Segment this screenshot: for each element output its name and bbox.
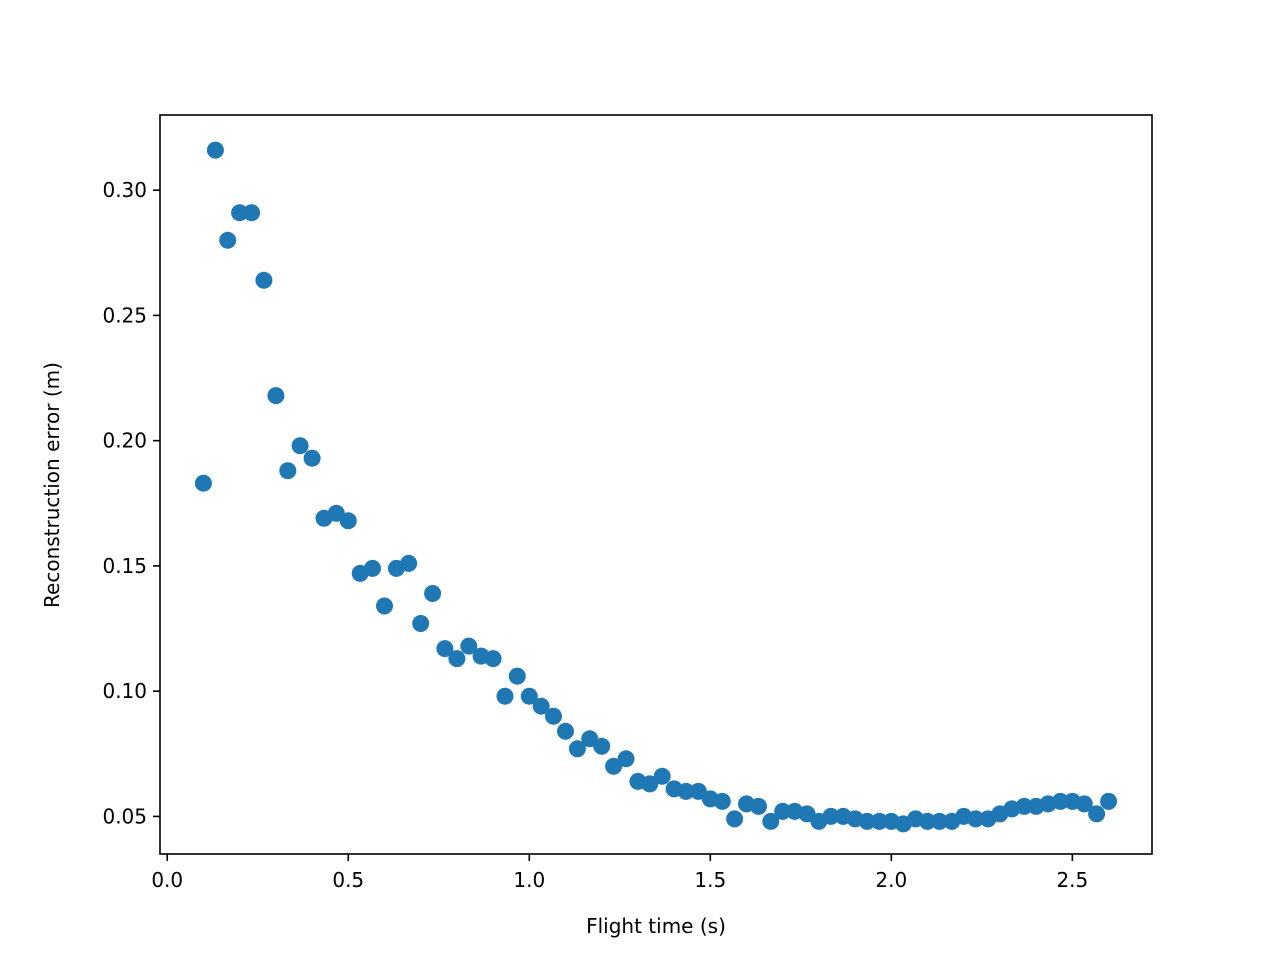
data-point	[219, 231, 237, 249]
data-point	[750, 797, 767, 815]
data-point	[424, 585, 442, 602]
x-tick-label: 0.5	[332, 868, 364, 892]
data-point	[267, 387, 285, 405]
data-point	[1100, 792, 1118, 810]
data-point	[448, 650, 466, 668]
x-tick-label: 1.5	[694, 868, 726, 892]
data-point	[605, 757, 623, 775]
data-point	[677, 782, 695, 800]
data-point	[1051, 792, 1069, 810]
y-tick-label: 0.20	[102, 429, 147, 453]
data-point	[400, 554, 418, 572]
data-point	[303, 449, 321, 467]
data-point	[520, 687, 538, 705]
data-point	[532, 697, 550, 715]
data-point	[1075, 795, 1093, 813]
y-tick-label: 0.10	[102, 679, 147, 703]
y-tick-label: 0.30	[102, 178, 147, 202]
data-point	[653, 767, 671, 785]
data-point	[243, 204, 261, 222]
data-point	[617, 750, 635, 768]
data-point	[1088, 805, 1106, 823]
data-point	[231, 204, 249, 222]
data-point	[931, 812, 948, 830]
data-point	[1015, 797, 1033, 815]
data-point	[713, 792, 731, 810]
data-point	[206, 141, 224, 159]
data-point	[364, 559, 381, 577]
data-point	[919, 812, 936, 830]
x-tick-label: 0.0	[151, 868, 183, 892]
y-axis-ticks: 0.05 0.10 0.15 0.20 0.25 0.30	[102, 178, 160, 828]
data-point	[436, 640, 454, 658]
data-point	[762, 812, 780, 830]
data-point	[279, 462, 297, 480]
data-point	[557, 722, 574, 740]
data-point	[726, 810, 744, 828]
y-tick-label: 0.15	[102, 554, 147, 578]
data-point	[460, 637, 478, 655]
data-points	[194, 141, 1118, 833]
x-tick-label: 2.0	[875, 868, 907, 892]
data-point	[291, 437, 309, 455]
x-tick-label: 2.5	[1056, 868, 1088, 892]
data-point	[967, 810, 985, 828]
data-point	[641, 775, 659, 793]
y-tick-label: 0.25	[102, 303, 147, 327]
data-point	[496, 687, 514, 705]
data-point	[255, 271, 273, 289]
y-tick-label: 0.05	[102, 804, 147, 828]
data-point	[339, 512, 357, 530]
data-point	[568, 740, 586, 758]
data-point	[822, 807, 840, 825]
data-point	[484, 650, 502, 668]
data-point	[412, 615, 430, 632]
data-point	[870, 812, 888, 830]
x-tick-label: 1.0	[513, 868, 545, 892]
y-axis-label: Reconstruction error (m)	[40, 362, 64, 608]
data-point	[858, 812, 876, 830]
data-point	[593, 737, 611, 755]
x-axis-ticks: 0.0 0.5 1.0 1.5 2.0 2.5	[151, 854, 1088, 892]
data-point	[508, 667, 526, 685]
data-point	[376, 597, 393, 615]
x-axis-label: Flight time (s)	[586, 914, 726, 938]
plot-frame	[159, 114, 1153, 855]
data-point	[774, 802, 792, 820]
data-point	[194, 474, 212, 492]
data-point	[545, 707, 562, 725]
